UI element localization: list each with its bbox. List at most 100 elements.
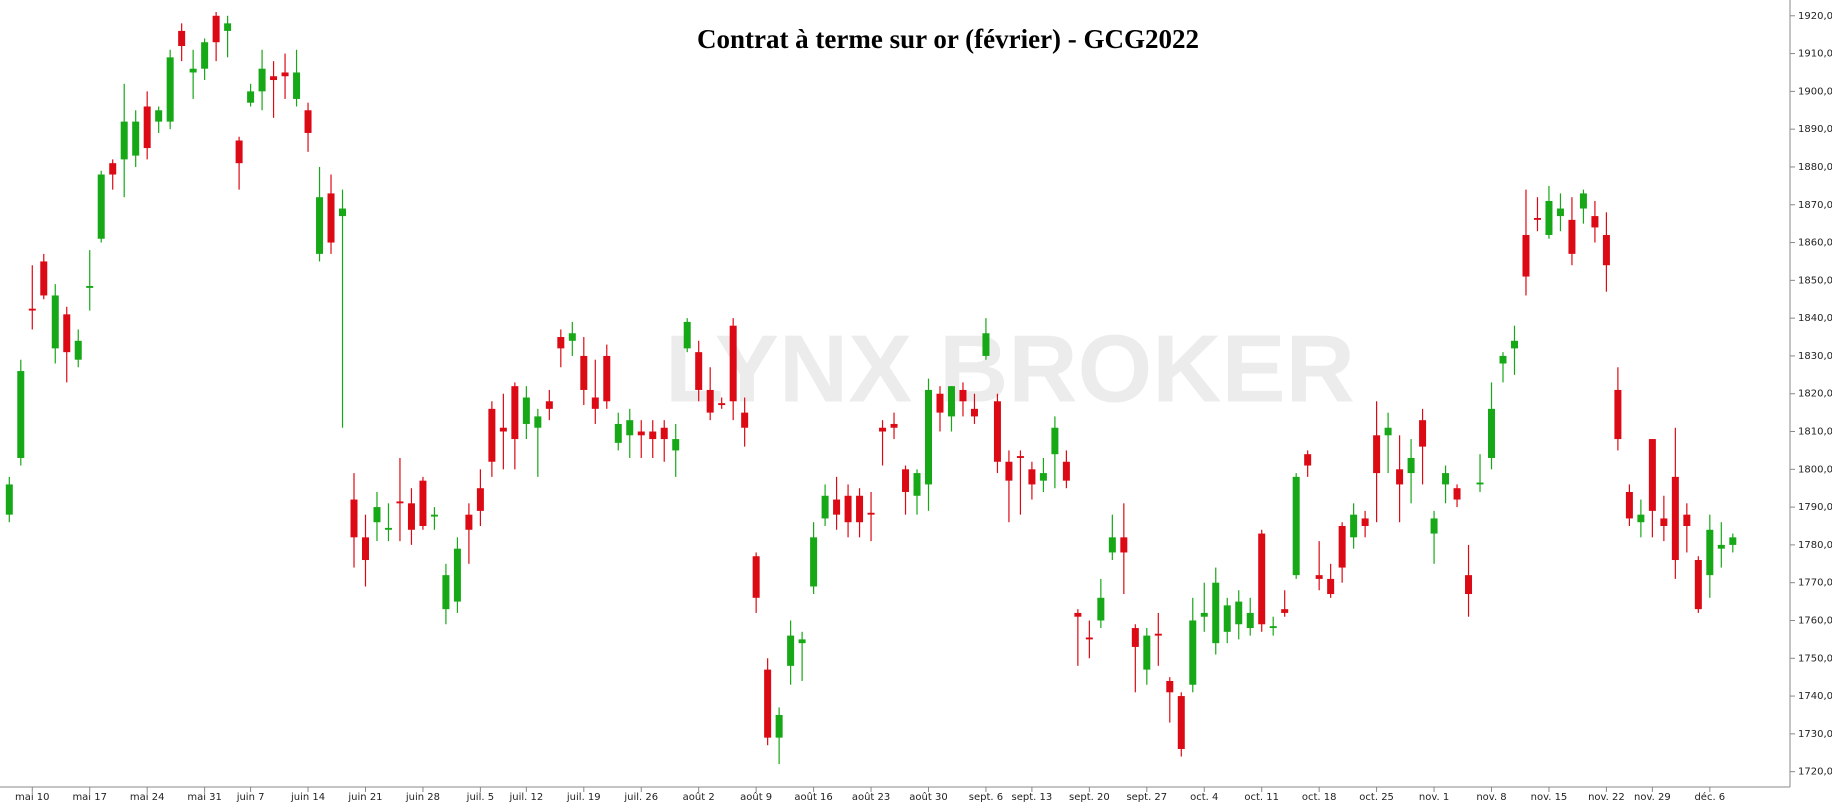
candle-body — [1579, 193, 1587, 209]
candle-body — [1683, 514, 1691, 526]
x-tick-label: sept. 27 — [1126, 792, 1167, 803]
candle-body — [1545, 200, 1553, 235]
candle-body — [1315, 575, 1323, 579]
y-tick-label: 1720,00 — [1798, 767, 1832, 778]
x-tick-label: mai 31 — [187, 792, 222, 803]
y-tick-label: 1860,00 — [1798, 238, 1832, 249]
candle-body — [1602, 234, 1610, 266]
candle-body — [856, 495, 864, 523]
candle-body — [384, 527, 392, 530]
candle-body — [1476, 482, 1484, 485]
candle-body — [1430, 518, 1438, 534]
x-tick-label: déc. 6 — [1694, 791, 1725, 803]
candle-body — [522, 397, 530, 424]
candle-body — [430, 514, 438, 517]
candle-body — [1407, 457, 1415, 474]
candle-body — [752, 556, 760, 598]
candle-body — [1051, 427, 1059, 455]
candle-body — [281, 72, 289, 77]
candle-body — [132, 121, 140, 156]
candle-body — [189, 68, 197, 73]
x-tick-label: sept. 13 — [1012, 792, 1053, 803]
candle-body — [1246, 612, 1254, 629]
candle-body — [1648, 439, 1656, 511]
candle-body — [350, 499, 358, 538]
candle-body — [1292, 476, 1300, 576]
y-tick-label: 1790,00 — [1798, 502, 1832, 513]
x-tick-label: juin 28 — [405, 792, 440, 803]
candle-body — [465, 514, 473, 530]
candle-body — [649, 431, 657, 440]
candle-body — [534, 416, 542, 428]
candle-body — [925, 389, 932, 485]
candle-body — [1625, 491, 1633, 519]
candle-body — [810, 537, 818, 587]
x-tick-label: juin 21 — [347, 792, 382, 803]
y-tick-label: 1910,00 — [1798, 49, 1832, 60]
candle-body — [959, 389, 967, 402]
candle-body — [178, 30, 186, 47]
x-tick-label: sept. 6 — [969, 792, 1003, 803]
candle-body — [1556, 208, 1564, 217]
candle-body — [1223, 605, 1231, 632]
candle-body — [1039, 473, 1047, 481]
candle-body — [361, 537, 369, 561]
candle-body — [1108, 537, 1116, 553]
x-tick-label: août 9 — [740, 791, 772, 803]
candle-body — [1591, 216, 1599, 228]
y-tick-label: 1800,00 — [1798, 464, 1832, 475]
x-tick-label: oct. 18 — [1302, 792, 1337, 803]
candle-body — [270, 76, 278, 81]
x-tick-label: oct. 25 — [1359, 792, 1394, 803]
x-tick-label: nov. 29 — [1634, 792, 1671, 803]
candle-body — [1281, 609, 1289, 613]
y-tick-label: 1890,00 — [1798, 124, 1832, 135]
candle-body — [1350, 514, 1358, 538]
candle-body — [913, 473, 921, 496]
candle-body — [1510, 340, 1518, 349]
x-tick-label: juin 14 — [290, 792, 325, 803]
candle-body — [1212, 582, 1220, 644]
y-tick-label: 1820,00 — [1798, 389, 1832, 400]
candle-body — [1637, 514, 1645, 523]
candle-body — [1074, 612, 1082, 617]
candle-body — [143, 106, 151, 149]
candle-body — [1568, 219, 1576, 254]
candle-body — [488, 408, 496, 462]
candle-body — [1005, 461, 1013, 481]
candle-body — [741, 412, 749, 428]
x-tick-label: août 16 — [794, 791, 832, 803]
candle-body — [407, 503, 415, 530]
x-tick-label: mai 10 — [15, 792, 50, 803]
candle-body — [764, 669, 772, 738]
candle-body — [993, 401, 1001, 462]
y-tick-label: 1870,00 — [1798, 200, 1832, 211]
candle-body — [718, 403, 726, 406]
candle-body — [591, 397, 599, 409]
y-tick-label: 1840,00 — [1798, 313, 1832, 324]
candle-body — [1614, 389, 1622, 440]
candle-body — [1419, 420, 1427, 447]
candle-body — [603, 355, 611, 402]
y-tick-label: 1730,00 — [1798, 729, 1832, 740]
candle-body — [1373, 435, 1381, 474]
candle-body — [201, 42, 209, 69]
candle-body — [844, 495, 852, 523]
candle-body — [568, 333, 576, 341]
candle-body — [1028, 469, 1036, 485]
candle-body — [1304, 454, 1312, 466]
candle-body — [1016, 456, 1024, 458]
y-tick-label: 1810,00 — [1798, 427, 1832, 438]
candle-body — [798, 639, 806, 644]
candle-body — [902, 469, 910, 492]
x-tick-label: mai 17 — [72, 792, 107, 803]
y-tick-label: 1760,00 — [1798, 615, 1832, 626]
candle-body — [867, 512, 875, 515]
candle-body — [1671, 476, 1679, 561]
x-tick-label: juil. 12 — [508, 792, 543, 803]
candle-body — [1361, 518, 1369, 526]
candle-body — [1143, 635, 1151, 670]
candle-body — [28, 308, 36, 311]
candle-body — [879, 427, 887, 432]
